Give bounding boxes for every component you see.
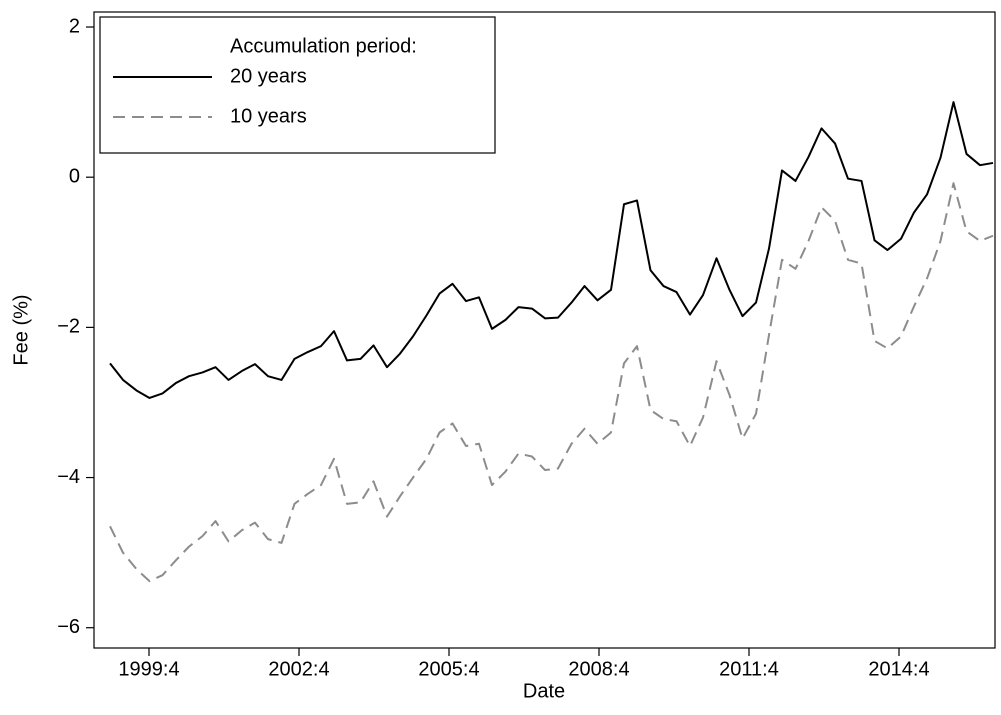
y-tick-label: −6: [57, 616, 80, 638]
x-tick-label: 2014:4: [868, 658, 929, 680]
x-axis-label: Date: [523, 680, 565, 702]
series-line: [109, 101, 994, 399]
x-tick-label: 2005:4: [418, 658, 479, 680]
y-axis-label: Fee (%): [10, 294, 32, 365]
y-tick-label: −4: [57, 466, 80, 488]
legend-title: Accumulation period:: [230, 35, 417, 57]
y-tick-label: −2: [57, 316, 80, 338]
y-tick-label: 0: [69, 165, 80, 187]
x-tick-label: 2008:4: [568, 658, 629, 680]
x-tick-label: 2011:4: [719, 658, 779, 680]
x-tick-label: 2002:4: [268, 658, 329, 680]
legend-label: 20 years: [230, 65, 307, 87]
x-tick-label: 1999:4: [118, 658, 179, 680]
plot-frame: [93, 11, 996, 649]
series-line: [109, 182, 994, 583]
legend-box: [99, 16, 496, 154]
y-tick-label: 2: [69, 15, 80, 37]
legend-label: 10 years: [230, 105, 307, 127]
